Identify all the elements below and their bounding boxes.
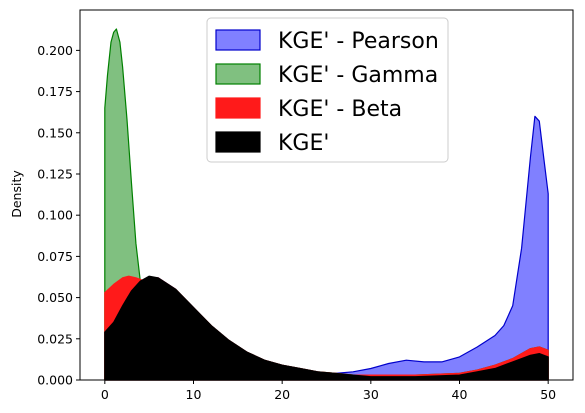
x-tick-label: 40: [452, 387, 468, 402]
x-tick-label: 30: [363, 387, 379, 402]
x-tick-label: 0: [101, 387, 109, 402]
y-tick-label: 0.175: [37, 84, 73, 99]
legend: KGE' - Pearson KGE' - Gamma KGE' - Beta KGE…: [206, 17, 449, 163]
legend-label-kge-beta: KGE' - Beta: [278, 97, 402, 122]
legend-swatch-kge-gamma: [215, 63, 261, 85]
plot-frame: [79, 9, 574, 381]
legend-swatch-kge: [215, 131, 261, 153]
y-tick-label: 0.075: [37, 249, 73, 264]
legend-swatch-kge-pearson: [215, 29, 261, 51]
y-tick-label: 0.125: [37, 166, 73, 181]
x-tick-label: 50: [540, 387, 556, 402]
legend-swatch-kge-beta: [215, 97, 261, 119]
y-tick-label: 0.000: [37, 373, 73, 388]
y-tick-label: 0.200: [37, 43, 73, 58]
x-tick-label: 20: [274, 387, 290, 402]
y-tick-label: 0.050: [37, 290, 73, 305]
y-tick-label: 0.025: [37, 331, 73, 346]
legend-label-kge-pearson: KGE' - Pearson: [278, 29, 439, 54]
series-layer: [104, 28, 549, 381]
legend-label-kge-gamma: KGE' - Gamma: [278, 63, 438, 88]
legend-label-kge: KGE': [278, 131, 329, 156]
y-axis-title: Density: [9, 170, 24, 218]
axes-layer: 0 10 20 30 40 50 0.000 0.025 0.050 0.075 0.100 0.12…: [37, 9, 574, 402]
x-tick-label: 10: [186, 387, 202, 402]
y-tick-label: 0.150: [37, 125, 73, 140]
series-area-kge: [104, 275, 549, 381]
y-tick-label: 0.100: [37, 208, 73, 223]
legend-box: [206, 17, 449, 163]
